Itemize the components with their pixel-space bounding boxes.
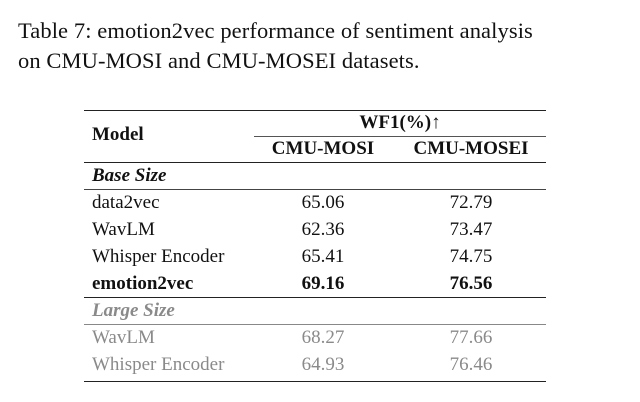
row-model: WavLM xyxy=(92,327,155,348)
row-model: WavLM xyxy=(92,219,155,240)
row-mosei: 76.46 xyxy=(449,354,493,375)
row-mosei: 73.47 xyxy=(449,219,493,240)
caption-line-2: on CMU-MOSI and CMU-MOSEI datasets. xyxy=(18,48,420,73)
row-mosei: 74.75 xyxy=(449,246,493,267)
bottom-rule xyxy=(84,381,546,382)
caption-line-1: Table 7: emotion2vec performance of sent… xyxy=(18,18,533,43)
header-cmu-mosei: CMU-MOSEI xyxy=(413,138,529,159)
section-large-size: Large Size xyxy=(92,300,175,321)
row-mosei: 76.56 xyxy=(449,273,493,294)
large-section-rule xyxy=(84,324,546,325)
row-mosei: 77.66 xyxy=(449,327,493,348)
row-model: emotion2vec xyxy=(92,273,194,294)
header-rule xyxy=(84,162,546,163)
header-metric: WF1(%)↑ xyxy=(359,112,441,133)
row-mosi: 69.16 xyxy=(301,273,345,294)
row-mosi: 64.93 xyxy=(301,354,345,375)
row-mosi: 65.41 xyxy=(301,246,345,267)
header-model: Model xyxy=(92,124,144,145)
header-cmu-mosi: CMU-MOSI xyxy=(271,138,375,159)
mid-rule xyxy=(84,297,546,298)
section-base-size: Base Size xyxy=(92,165,167,186)
metric-underline xyxy=(254,136,546,137)
row-mosi: 68.27 xyxy=(301,327,345,348)
row-mosei: 72.79 xyxy=(449,192,493,213)
base-section-rule xyxy=(84,189,546,190)
row-model: Whisper Encoder xyxy=(92,246,225,267)
results-table: Model WF1(%)↑ CMU-MOSI CMU-MOSEI Base Si… xyxy=(84,110,546,384)
top-rule xyxy=(84,110,546,111)
row-model: Whisper Encoder xyxy=(92,354,225,375)
row-mosi: 65.06 xyxy=(301,192,345,213)
row-mosi: 62.36 xyxy=(301,219,345,240)
table-caption: Table 7: emotion2vec performance of sent… xyxy=(18,16,628,76)
row-model: data2vec xyxy=(92,192,160,213)
